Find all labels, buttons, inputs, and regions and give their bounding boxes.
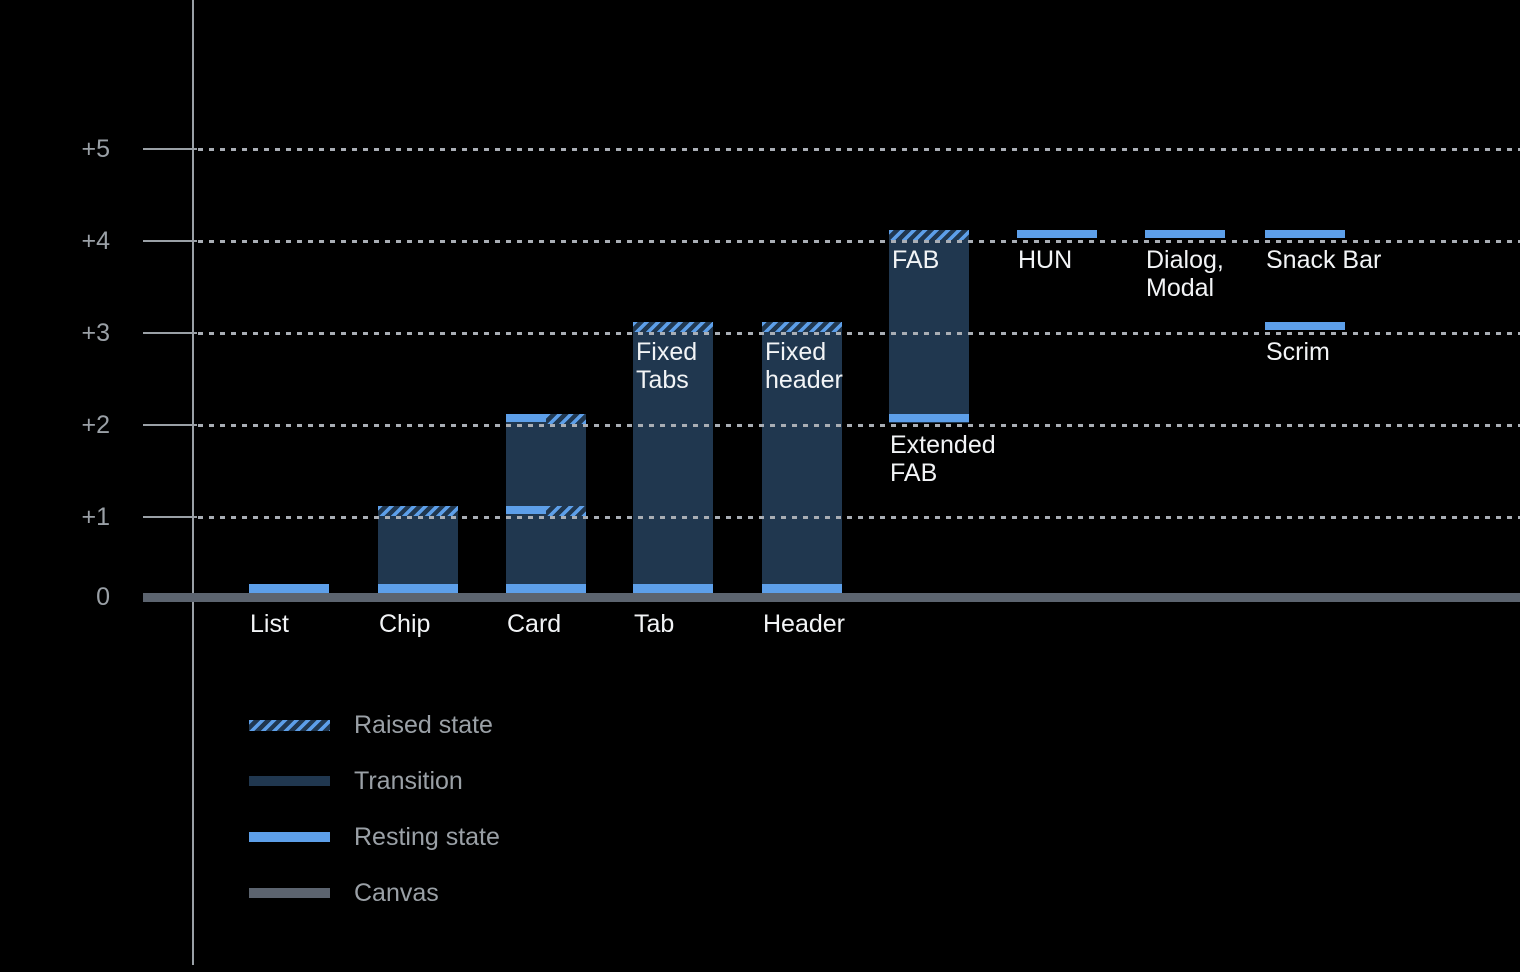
legend-item-resting: Resting state bbox=[249, 823, 500, 851]
legend-item-raised: Raised state bbox=[249, 711, 493, 739]
resting-state-swatch-icon bbox=[249, 832, 330, 842]
chip-resting-segment bbox=[378, 584, 458, 593]
list-resting-segment bbox=[249, 584, 329, 593]
card-label: Card bbox=[507, 610, 561, 638]
y-axis-label-plus1: +1 bbox=[81, 503, 110, 531]
card-label-line: Card bbox=[507, 610, 562, 638]
fab-label-line: Extended bbox=[890, 431, 996, 459]
fab-label-line: FAB bbox=[890, 459, 938, 487]
tab-transition-segment bbox=[633, 322, 713, 593]
snack-bar-resting-segment bbox=[1265, 230, 1345, 238]
header-transition-segment bbox=[762, 322, 842, 593]
scrim-label-line: Scrim bbox=[1266, 338, 1330, 366]
gridline-plus4 bbox=[198, 240, 1520, 243]
card-resting-segment bbox=[506, 414, 546, 422]
legend-item-canvas: Canvas bbox=[249, 879, 439, 907]
scrim-resting-segment bbox=[1265, 322, 1345, 330]
fab-raised-segment bbox=[889, 230, 969, 240]
legend-label-transition: Transition bbox=[354, 767, 463, 795]
list-label-line: List bbox=[250, 610, 289, 638]
dialog-modal-resting-segment bbox=[1145, 230, 1225, 238]
legend-label-canvas: Canvas bbox=[354, 879, 439, 907]
fab-label-line: FAB bbox=[892, 246, 940, 274]
tab-label-line: Tab bbox=[634, 610, 675, 638]
card-transition-segment bbox=[506, 414, 586, 593]
tick-plus5 bbox=[143, 148, 197, 150]
transition-swatch-icon bbox=[249, 776, 330, 786]
hun-label-line: HUN bbox=[1018, 246, 1073, 274]
legend-label-raised: Raised state bbox=[354, 711, 493, 739]
card-raised-segment bbox=[546, 506, 586, 516]
fab-resting-segment bbox=[889, 414, 969, 422]
gridline-plus2 bbox=[198, 424, 1520, 427]
y-axis-label-plus2: +2 bbox=[81, 411, 110, 439]
hun-label: HUN bbox=[1018, 246, 1072, 274]
chip-raised-segment bbox=[378, 506, 458, 516]
y-axis-line bbox=[192, 0, 194, 965]
fab-label: Extended FAB bbox=[890, 431, 996, 487]
raised-state-swatch-icon bbox=[249, 719, 330, 731]
card-resting-segment bbox=[506, 584, 586, 593]
chip-label-line: Chip bbox=[379, 610, 431, 638]
scrim-label: Scrim bbox=[1266, 338, 1330, 366]
tab-label: Fixed Tabs bbox=[636, 338, 697, 394]
legend-item-transition: Transition bbox=[249, 767, 463, 795]
chip-transition-segment bbox=[378, 506, 458, 593]
header-label-line: header bbox=[765, 366, 843, 394]
header-resting-segment bbox=[762, 584, 842, 593]
tick-plus4 bbox=[143, 240, 197, 242]
header-label-line: Header bbox=[763, 610, 845, 638]
tab-label-line: Fixed bbox=[636, 338, 698, 366]
y-axis-label-zero: 0 bbox=[96, 583, 110, 611]
snack-bar-label: Snack Bar bbox=[1266, 246, 1381, 274]
header-label-line: Fixed bbox=[765, 338, 827, 366]
gridline-plus5 bbox=[198, 148, 1520, 151]
card-resting-segment bbox=[506, 506, 546, 514]
fab-transition-segment bbox=[889, 230, 969, 423]
y-axis-label-plus4: +4 bbox=[81, 227, 110, 255]
y-axis-label-plus5: +5 bbox=[81, 135, 110, 163]
tab-raised-segment bbox=[633, 322, 713, 332]
snack-bar-label-line: Snack Bar bbox=[1266, 246, 1382, 274]
y-axis-label-plus3: +3 bbox=[81, 319, 110, 347]
header-raised-segment bbox=[762, 322, 842, 332]
canvas-baseline bbox=[143, 593, 1520, 602]
gridline-plus3 bbox=[198, 332, 1520, 335]
dialog-modal-label: Dialog, Modal bbox=[1146, 246, 1224, 302]
dialog-modal-label-line: Modal bbox=[1146, 274, 1215, 302]
tab-resting-segment bbox=[633, 584, 713, 593]
list-label: List bbox=[250, 610, 289, 638]
header-label: Fixed header bbox=[765, 338, 843, 394]
tick-plus3 bbox=[143, 332, 197, 334]
tick-plus1 bbox=[143, 516, 197, 518]
dialog-modal-label-line: Dialog, bbox=[1146, 246, 1224, 274]
chip-label: Chip bbox=[379, 610, 430, 638]
tab-label: Tab bbox=[634, 610, 674, 638]
tick-plus2 bbox=[143, 424, 197, 426]
tab-label-line: Tabs bbox=[636, 366, 689, 394]
gridline-plus1 bbox=[198, 516, 1520, 519]
header-label: Header bbox=[763, 610, 845, 638]
card-raised-segment bbox=[546, 414, 586, 424]
hun-resting-segment bbox=[1017, 230, 1097, 238]
legend-label-resting: Resting state bbox=[354, 823, 500, 851]
canvas-swatch-icon bbox=[249, 888, 330, 898]
fab-label: FAB bbox=[892, 246, 939, 274]
